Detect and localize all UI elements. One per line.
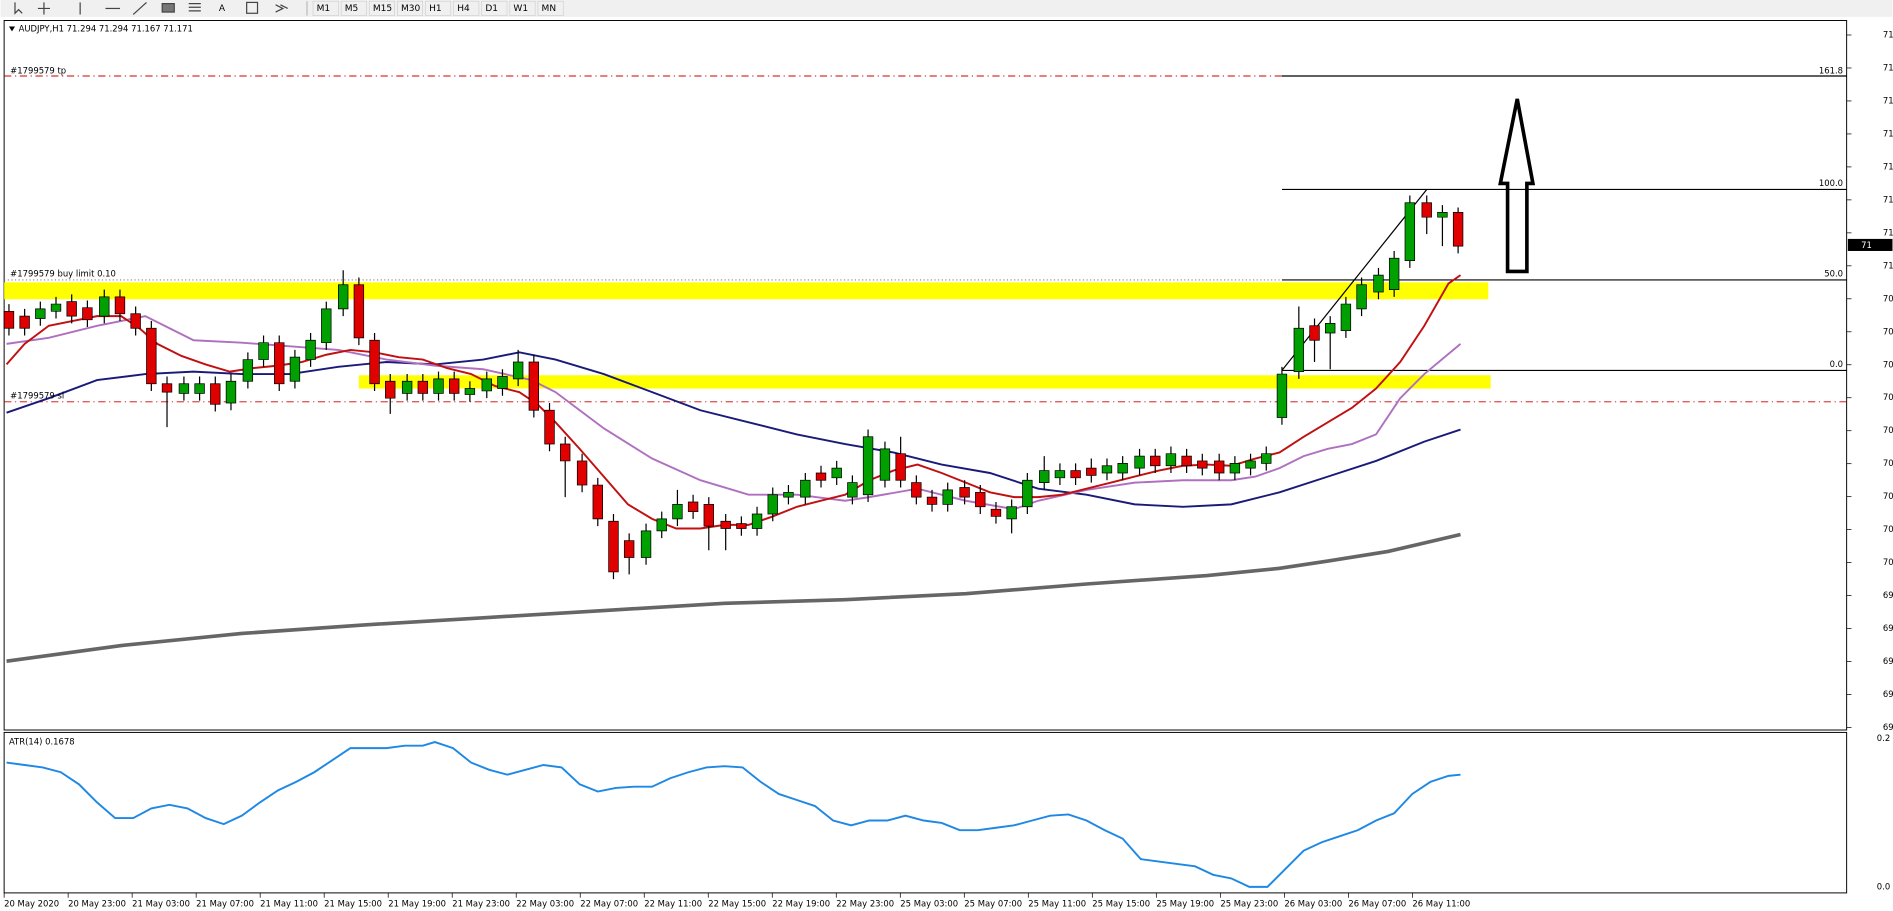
timeframe-label[interactable]: W1 [513, 4, 528, 14]
timeframe-button[interactable] [340, 0, 367, 16]
price-label: 70 [1883, 425, 1893, 435]
current-price: 71 [1861, 240, 1872, 250]
fib-level: 0.0 [1830, 359, 1843, 369]
time-label: 25 May 23:00 [1220, 898, 1278, 908]
time-label: 22 May 23:00 [836, 898, 894, 908]
price-label: 69 [1883, 689, 1893, 699]
price-label: 70 [1883, 359, 1893, 369]
time-label: 21 May 03:00 [132, 898, 190, 908]
price-label: 69 [1883, 722, 1893, 732]
time-label: 22 May 19:00 [772, 898, 830, 908]
fib-level: 161.8 [1819, 66, 1843, 76]
timeframe-label[interactable]: H4 [457, 4, 470, 14]
bearish-candles [3, 202, 1464, 573]
timeframe-label[interactable]: M1 [317, 4, 331, 14]
moving-average [6, 315, 1462, 511]
time-label: 25 May 11:00 [1028, 898, 1086, 908]
fib-trend-line [1281, 189, 1428, 371]
price-label: 71 [1883, 29, 1893, 39]
price-label: 71 [1883, 95, 1893, 105]
indicator-axis-label: 0.2 [1877, 733, 1890, 743]
timeframe-button[interactable] [453, 0, 480, 16]
timeframe-label[interactable]: H1 [429, 4, 442, 14]
time-label: 21 May 07:00 [196, 898, 254, 908]
timeframe-button[interactable] [397, 0, 424, 16]
timeframe-button[interactable] [312, 0, 339, 16]
time-label: 21 May 15:00 [324, 898, 382, 908]
timeframe-button[interactable] [425, 0, 452, 16]
price-label: 70 [1883, 557, 1893, 567]
time-label: 20 May 2020 [4, 898, 59, 908]
timeframe-label[interactable]: D1 [485, 4, 498, 14]
time-label: 22 May 11:00 [644, 898, 702, 908]
time-label: 22 May 07:00 [580, 898, 638, 908]
collapse-icon[interactable] [8, 26, 15, 32]
price-label: 71 [1883, 260, 1893, 270]
timeframe-button[interactable] [509, 0, 536, 16]
price-label: 71 [1883, 194, 1893, 204]
time-label: 25 May 03:00 [900, 898, 958, 908]
order-label: #1799579 sl [10, 390, 64, 400]
current-price-box [1847, 238, 1893, 251]
price-label: 70 [1883, 293, 1893, 303]
support-zone [4, 282, 1489, 300]
bullish-candles [35, 202, 1448, 558]
timeframe-label[interactable]: M30 [401, 4, 421, 14]
text-tool[interactable]: A [219, 4, 226, 14]
timeframe-label[interactable]: MN [542, 4, 557, 14]
time-label: 25 May 19:00 [1156, 898, 1214, 908]
price-label: 71 [1883, 161, 1893, 171]
time-label: 20 May 23:00 [68, 898, 126, 908]
price-label: 69 [1883, 590, 1893, 600]
toolbar-icons[interactable] [14, 1, 308, 16]
price-label: 71 [1883, 128, 1893, 138]
time-label: 25 May 15:00 [1092, 898, 1150, 908]
symbol-info: AUDJPY,H1 71.294 71.294 71.167 71.171 [19, 23, 193, 33]
timeframe-button[interactable] [368, 0, 395, 16]
time-label: 21 May 23:00 [452, 898, 510, 908]
fib-level: 50.0 [1824, 268, 1843, 278]
support-zone [358, 375, 1491, 389]
order-label: #1799579 tp [10, 66, 66, 76]
indicator-frame [3, 731, 1848, 894]
price-label: 70 [1883, 326, 1893, 336]
price-label: 70 [1883, 524, 1893, 534]
atr-line [6, 741, 1461, 888]
price-label: 69 [1883, 623, 1893, 633]
time-label: 21 May 11:00 [260, 898, 318, 908]
time-label: 21 May 19:00 [388, 898, 446, 908]
indicator-axis-label: 0.0 [1877, 881, 1890, 891]
fib-level: 100.0 [1819, 178, 1843, 188]
time-label: 22 May 15:00 [708, 898, 766, 908]
order-label: #1799579 buy limit 0.10 [10, 268, 116, 278]
price-label: 70 [1883, 392, 1893, 402]
toolbar [0, 0, 1893, 17]
price-label: 70 [1883, 458, 1893, 468]
moving-average [6, 532, 1461, 664]
time-label: 26 May 11:00 [1412, 898, 1470, 908]
time-label: 25 May 07:00 [964, 898, 1022, 908]
price-label: 69 [1883, 656, 1893, 666]
price-label: 70 [1883, 491, 1893, 501]
indicator-label: ATR(14) 0.1678 [9, 737, 75, 747]
price-label: 71 [1883, 227, 1893, 237]
time-label: 22 May 03:00 [516, 898, 574, 908]
up-arrow [1498, 98, 1536, 274]
time-label: 26 May 03:00 [1284, 898, 1342, 908]
timeframe-label[interactable]: M15 [373, 4, 392, 14]
timeframe-button[interactable] [537, 0, 564, 16]
timeframe-button[interactable] [481, 0, 508, 16]
time-label: 26 May 07:00 [1348, 898, 1406, 908]
price-label: 71 [1883, 62, 1893, 72]
timeframe-label[interactable]: M5 [345, 4, 359, 14]
